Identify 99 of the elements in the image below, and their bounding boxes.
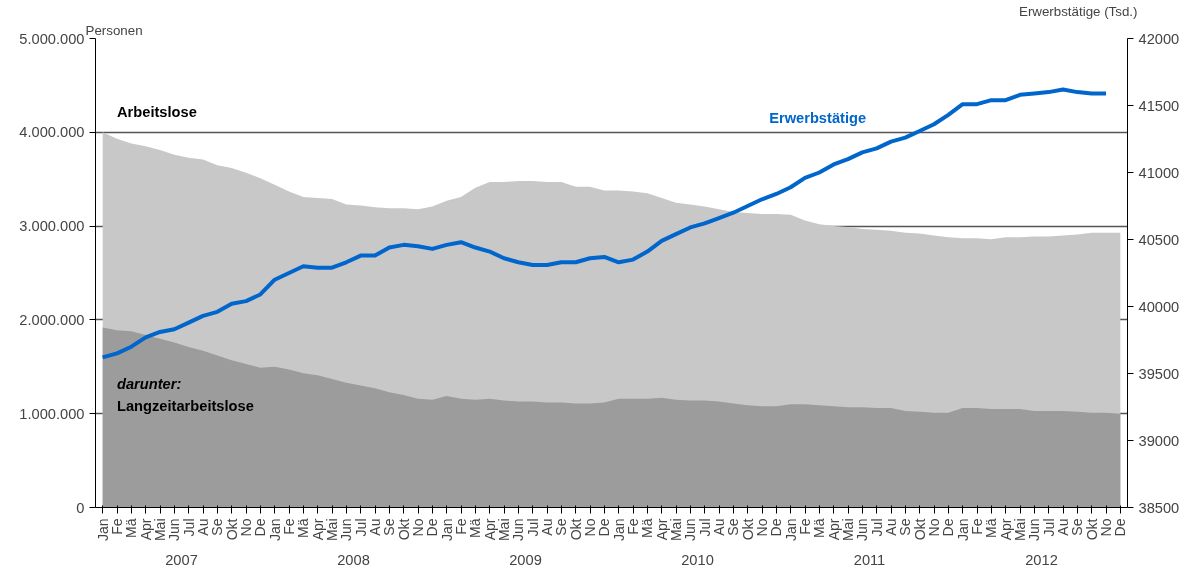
y2-tick-label: 41500 [1138, 97, 1180, 114]
series-label: Langzeitarbeitslose [117, 397, 254, 414]
x-tick-label: De [252, 518, 269, 537]
y-tick-label: 5.000.000 [19, 30, 85, 47]
x-tick-label: No [1098, 518, 1114, 537]
x-tick-label: Se [381, 518, 398, 536]
x-tick-label: Fe [109, 518, 125, 535]
y-tick-label: 4.000.000 [19, 124, 85, 141]
x-tick-label: Fe [281, 518, 297, 535]
y-tick-label: 0 [76, 499, 85, 516]
x-tick-label: Jul [524, 518, 541, 537]
x-tick-label: Au [539, 518, 555, 536]
x-tick-label: Mä [639, 518, 656, 538]
annotation: darunter: [117, 375, 182, 392]
y2-tick-label: 41000 [1138, 164, 1180, 181]
x-tick-label: Okt [223, 518, 240, 541]
x-tick-label: Au [195, 518, 211, 536]
x-tick-label: Mai [840, 518, 856, 542]
text: 2007 [165, 551, 198, 568]
x-tick-label: Fe [625, 518, 641, 535]
x-tick-label: Jun [1026, 518, 1043, 542]
text: 2010 [681, 551, 714, 568]
x-tick-label: Jun [338, 518, 355, 542]
x-tick-label: Apr [309, 518, 326, 541]
x-tick-label: Apr [825, 518, 842, 541]
y2-axis-title: Erwerbstätige (Tsd.) [1018, 3, 1138, 19]
y2-tick-label: 39000 [1138, 432, 1180, 449]
x-tick-label: Mai [496, 518, 512, 542]
x-tick-label: Se [1069, 518, 1086, 536]
y-tick-label: 1.000.000 [19, 405, 85, 422]
y2-tick-label: 40500 [1138, 231, 1180, 248]
x-tick-label: De [768, 518, 785, 537]
text: 2008 [337, 551, 370, 568]
x-tick-label: Jan [610, 518, 627, 542]
y-tick-label: 3.000.000 [19, 218, 85, 235]
x-tick-label: De [940, 518, 957, 537]
y-axis-title: Personen [85, 22, 143, 38]
x-tick-label: Jul [180, 518, 197, 537]
series-label: Arbeitslose [117, 104, 197, 121]
x-tick-label: Jul [868, 518, 885, 537]
x-tick-label: Apr [997, 518, 1014, 541]
x-tick-label: Okt [395, 518, 412, 541]
x-tick-label: Mai [1012, 518, 1028, 542]
x-tick-label: Fe [453, 518, 469, 535]
x-tick-label: Se [209, 518, 226, 536]
x-tick-label: Apr [137, 518, 154, 541]
x-tick-label: Jul [696, 518, 713, 537]
y2-tick-label: 42000 [1138, 30, 1180, 47]
line-series [100, 87, 1108, 360]
x-tick-label: Jun [854, 518, 871, 542]
x-tick-label: Mä [123, 518, 140, 538]
x-tick-label: Mä [295, 518, 312, 538]
x-tick-label: Se [897, 518, 914, 536]
x-tick-label: Apr [481, 518, 498, 541]
x-tick-label: Apr [653, 518, 670, 541]
x-tick-label: Mä [811, 518, 828, 538]
x-tick-label: Au [883, 518, 899, 536]
y2-tick-label: 39500 [1138, 365, 1180, 382]
x-tick-label: Fe [969, 518, 985, 535]
x-tick-label: De [1112, 518, 1129, 537]
x-tick-label: No [410, 518, 426, 537]
text: 2012 [1025, 551, 1058, 568]
series-label: Erwerbstätige [769, 109, 867, 126]
x-tick-label: Jan [266, 518, 283, 542]
x-tick-label: Jun [510, 518, 527, 542]
y2-tick-label: 40000 [1138, 298, 1180, 315]
x-tick-label: Jan [94, 518, 111, 542]
x-tick-label: Mai [152, 518, 168, 542]
x-tick-label: No [238, 518, 254, 537]
x-tick-label: Jul [352, 518, 369, 537]
x-tick-label: Jul [1040, 518, 1057, 537]
x-tick-label: De [596, 518, 613, 537]
x-tick-label: Jun [166, 518, 183, 542]
x-tick-label: No [754, 518, 770, 537]
x-tick-label: Au [711, 518, 727, 536]
x-tick-label: Mä [467, 518, 484, 538]
x-tick-label: Okt [739, 518, 756, 541]
x-tick-label: De [424, 518, 441, 537]
x-tick-label: Jan [954, 518, 971, 542]
x-tick-label: Mai [668, 518, 684, 542]
x-tick-label: No [582, 518, 598, 537]
x-tick-label: Okt [567, 518, 584, 541]
x-tick-label: Se [725, 518, 742, 536]
x-tick-label: Okt [911, 518, 928, 541]
x-tick-label: Mä [983, 518, 1000, 538]
x-tick-label: Jan [438, 518, 455, 542]
y-tick-label: 2.000.000 [19, 311, 85, 328]
x-tick-label: Au [1055, 518, 1071, 536]
x-tick-label: No [926, 518, 942, 537]
x-tick-label: Fe [797, 518, 813, 535]
x-tick-label: Okt [1083, 518, 1100, 541]
x-tick-label: Se [553, 518, 570, 536]
text: 2009 [509, 551, 542, 568]
text: 2011 [853, 551, 886, 568]
x-tick-label: Au [367, 518, 383, 536]
x-tick-label: Jun [682, 518, 699, 542]
x-tick-label: Jan [782, 518, 799, 542]
x-tick-label: Mai [324, 518, 340, 542]
y2-tick-label: 38500 [1138, 499, 1180, 516]
